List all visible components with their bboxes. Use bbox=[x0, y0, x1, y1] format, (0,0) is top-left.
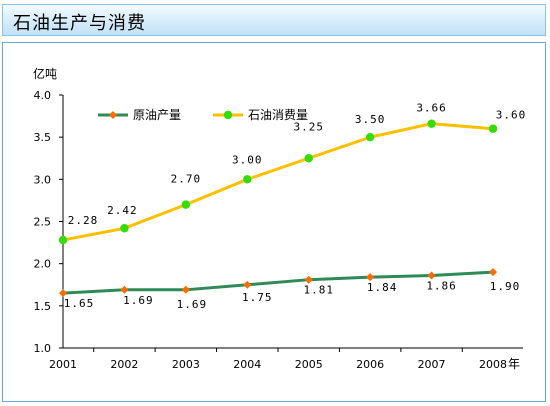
data-point bbox=[304, 275, 313, 284]
page-title: 石油生产与消费 bbox=[13, 13, 146, 34]
legend: 原油产量 石油消费量 bbox=[98, 108, 308, 122]
data-label: 2.28 bbox=[68, 214, 99, 227]
data-label: 1.69 bbox=[123, 294, 154, 307]
legend-swatch-marker bbox=[109, 111, 117, 119]
x-axis-unit-label: 年 bbox=[508, 357, 520, 371]
data-label: 1.90 bbox=[490, 280, 521, 293]
data-point bbox=[120, 285, 129, 294]
data-label: 3.50 bbox=[355, 113, 386, 126]
x-tick-label: 2003 bbox=[172, 358, 200, 371]
series-line bbox=[62, 122, 494, 242]
data-label: 3.25 bbox=[293, 120, 324, 133]
data-label: 1.69 bbox=[177, 298, 208, 311]
data-label: 1.84 bbox=[367, 281, 398, 294]
data-labels: 1.65 1.69 1.69 1.75 1.81 1.84 1.86 1.90 2.28 2.42… bbox=[64, 102, 527, 311]
series-layer bbox=[58, 119, 498, 298]
data-point bbox=[181, 285, 190, 294]
data-label: 1.81 bbox=[303, 284, 334, 297]
data-point bbox=[365, 132, 375, 142]
data-point bbox=[120, 224, 129, 233]
data-label: 3.66 bbox=[416, 102, 447, 115]
y-tick-label: 4.0 bbox=[34, 89, 52, 102]
x-tick-label: 2005 bbox=[295, 358, 323, 371]
chart-panel: 1.0 1.5 2.0 2.5 3.0 3.5 4.0 2001 2002 2003 2004 200… bbox=[2, 42, 546, 402]
data-point bbox=[181, 200, 191, 209]
line-chart: 1.0 1.5 2.0 2.5 3.0 3.5 4.0 2001 2002 2003 2004 200… bbox=[33, 66, 527, 371]
x-tick-label: 2006 bbox=[356, 358, 384, 371]
y-tick-label: 3.0 bbox=[34, 173, 52, 186]
legend-swatch-marker bbox=[223, 110, 233, 120]
x-tick-label: 2008 bbox=[479, 358, 507, 371]
data-label: 1.65 bbox=[64, 297, 95, 310]
data-point bbox=[489, 268, 497, 277]
data-point bbox=[427, 271, 436, 280]
y-tick-label: 2.0 bbox=[34, 258, 52, 271]
series-line bbox=[62, 270, 494, 295]
x-tick-label: 2002 bbox=[110, 358, 138, 371]
title-bar: 石油生产与消费 bbox=[2, 4, 546, 36]
data-label: 3.60 bbox=[496, 109, 527, 122]
data-point bbox=[243, 175, 252, 184]
y-tick-label: 3.5 bbox=[34, 131, 52, 144]
legend-label: 原油产量 bbox=[133, 108, 181, 122]
data-point bbox=[304, 154, 313, 163]
data-point bbox=[59, 289, 67, 298]
y-axis-unit-label: 亿吨 bbox=[33, 66, 57, 81]
data-point bbox=[488, 124, 498, 133]
x-tick-label: 2007 bbox=[418, 358, 446, 371]
data-point bbox=[427, 119, 436, 128]
data-label: 2.42 bbox=[107, 204, 138, 217]
data-label: 1.86 bbox=[426, 279, 457, 292]
y-tick-label: 1.0 bbox=[34, 342, 52, 355]
data-label: 3.00 bbox=[232, 153, 263, 166]
x-tick-label: 2001 bbox=[49, 358, 77, 371]
x-tick-label: 2004 bbox=[233, 358, 261, 371]
y-tick-label: 2.5 bbox=[34, 216, 52, 229]
data-label: 2.70 bbox=[171, 173, 202, 186]
legend-label: 石油消费量 bbox=[248, 108, 308, 122]
axes: 1.0 1.5 2.0 2.5 3.0 3.5 4.0 2001 2002 2003 2004 200… bbox=[34, 89, 523, 371]
data-point bbox=[58, 235, 68, 245]
data-point bbox=[243, 280, 252, 289]
data-point bbox=[366, 273, 375, 282]
y-tick-label: 1.5 bbox=[34, 300, 52, 313]
data-label: 1.75 bbox=[242, 291, 273, 304]
